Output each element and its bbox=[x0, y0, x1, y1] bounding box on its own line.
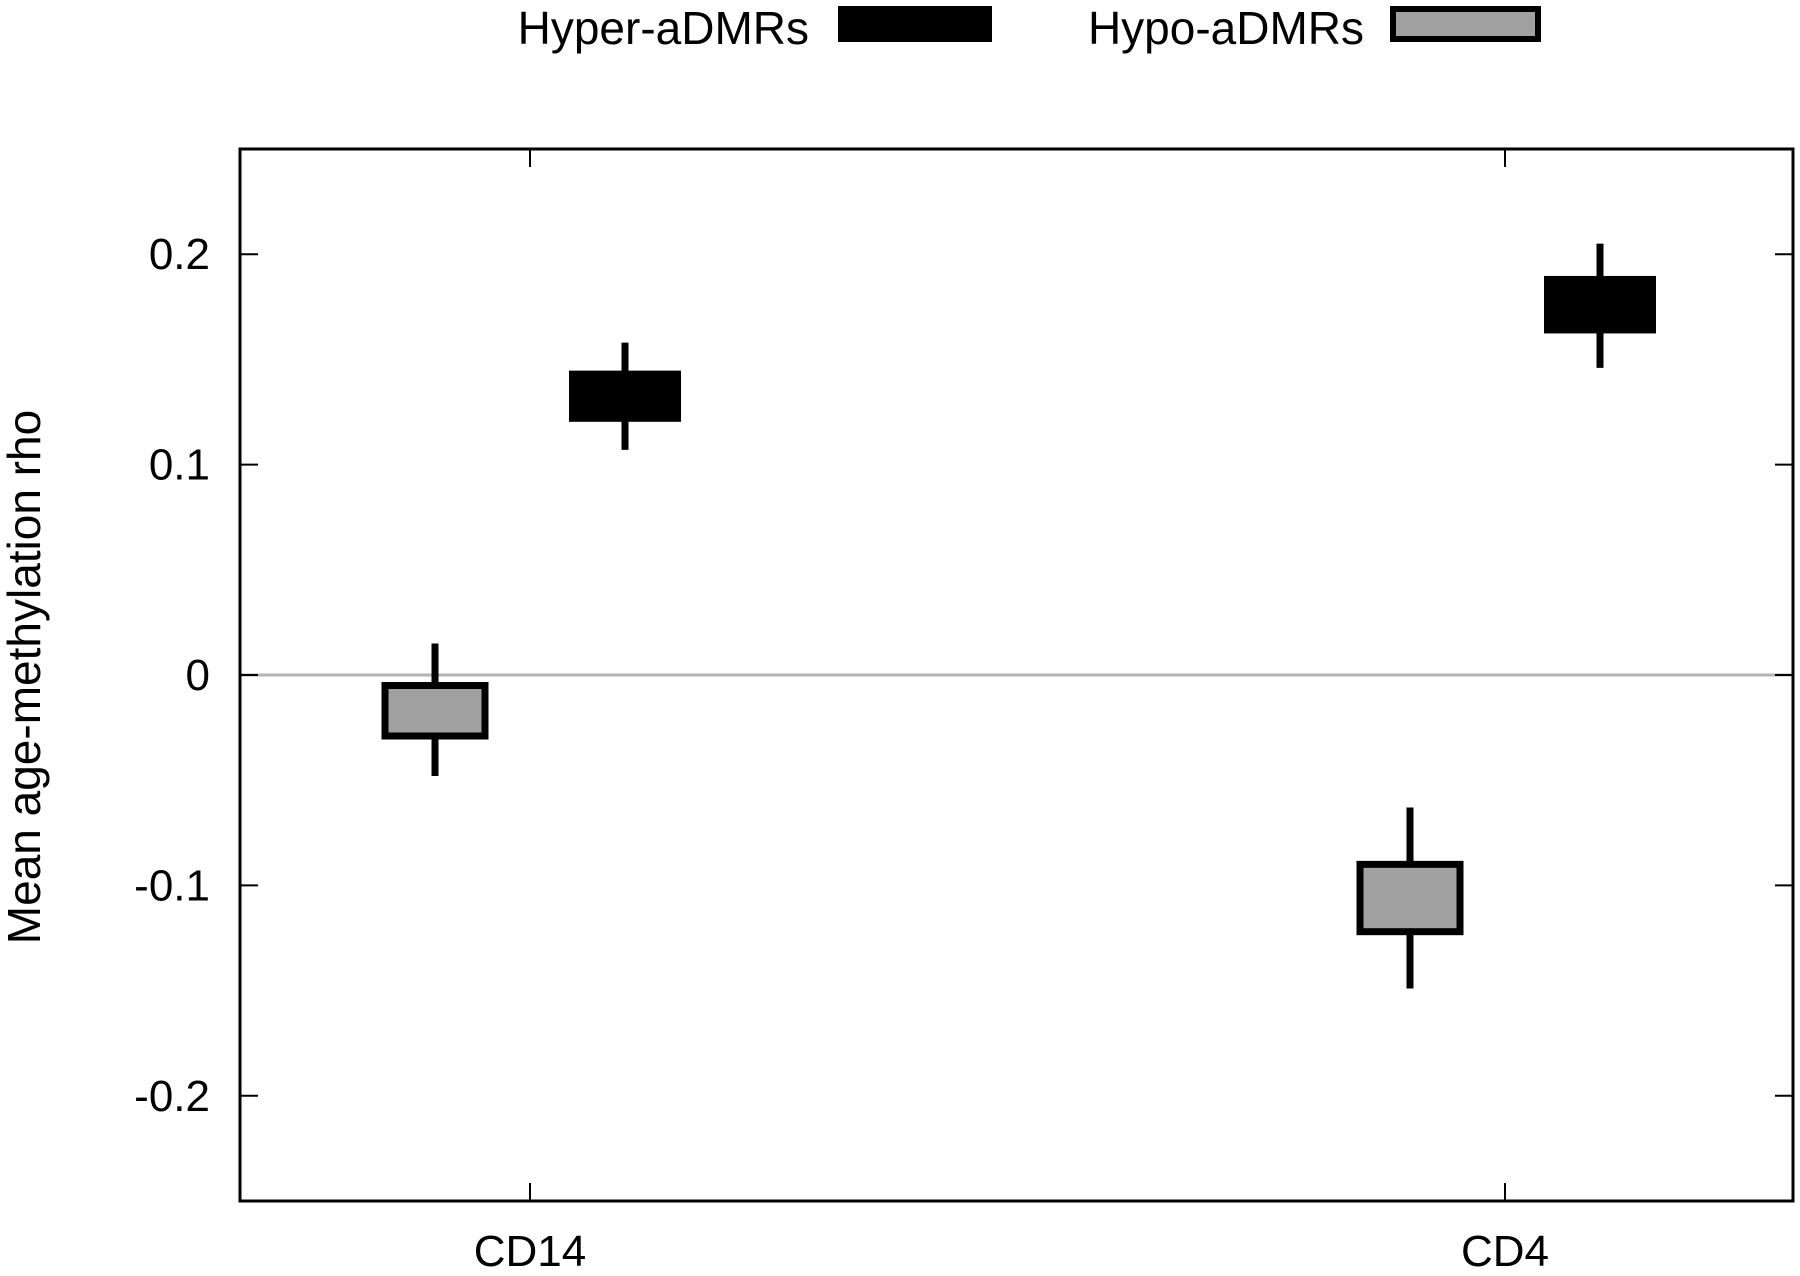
legend: Hyper-aDMRs Hypo-aDMRs bbox=[518, 2, 1541, 54]
legend-label: Hyper-aDMRs bbox=[518, 2, 809, 54]
box bbox=[381, 682, 489, 740]
legend-item: Hypo-aDMRs bbox=[1088, 2, 1541, 54]
candlestick-mark bbox=[381, 643, 489, 776]
y-axis: -0.2 -0.1 0 0.1 0.2 bbox=[134, 230, 1793, 1121]
marks-layer bbox=[381, 243, 1656, 989]
legend-swatch bbox=[838, 6, 992, 42]
candlestick-mark bbox=[569, 342, 681, 450]
y-tick-label: 0.2 bbox=[149, 230, 210, 279]
legend-label: Hypo-aDMRs bbox=[1088, 2, 1364, 54]
box bbox=[569, 370, 681, 422]
x-category-label: CD4 bbox=[1461, 1227, 1549, 1276]
y-tick-label: 0 bbox=[186, 651, 210, 700]
y-tick-label: -0.1 bbox=[134, 861, 210, 910]
legend-swatch bbox=[1390, 6, 1541, 42]
x-axis: CD14 CD4 bbox=[474, 149, 1549, 1276]
box bbox=[1356, 860, 1464, 936]
legend-item: Hyper-aDMRs bbox=[518, 2, 992, 54]
y-axis-title: Mean age-methylation rho bbox=[0, 410, 50, 944]
x-category-label: CD14 bbox=[474, 1227, 587, 1276]
candlestick-mark bbox=[1356, 807, 1464, 989]
candlestick-mark bbox=[1544, 243, 1656, 368]
y-tick-label: 0.1 bbox=[149, 441, 210, 490]
y-tick-label: -0.2 bbox=[134, 1072, 210, 1121]
box bbox=[1544, 275, 1656, 334]
